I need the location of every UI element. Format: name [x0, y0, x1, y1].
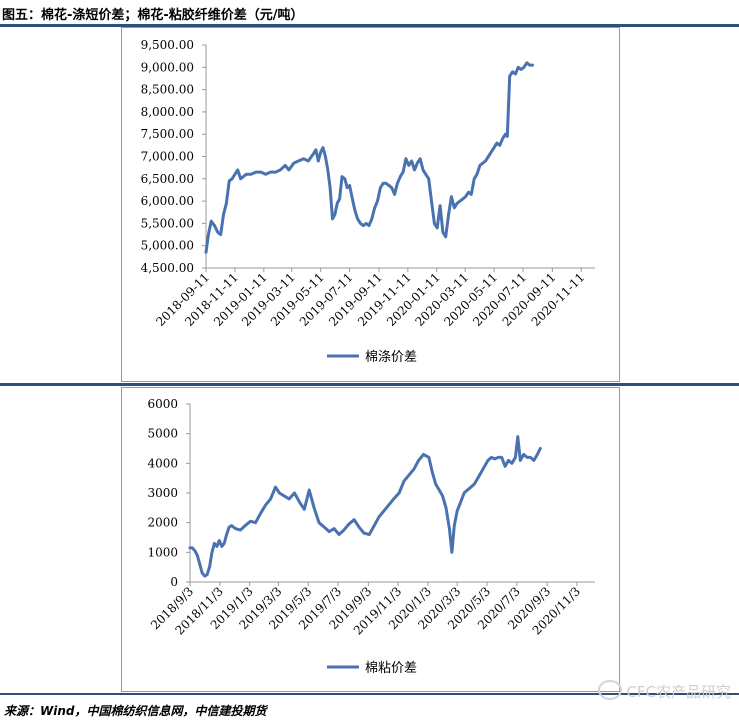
y-tick-label: 5,500.00 — [141, 216, 194, 230]
series-line — [204, 61, 534, 254]
header-rule — [0, 24, 739, 27]
y-tick-label: 4000 — [147, 456, 178, 470]
wechat-icon — [598, 680, 623, 700]
y-tick-label: 1000 — [147, 545, 178, 559]
y-tick-label: 0 — [170, 575, 178, 589]
chart-panel-cotton-viscose: 0 1000 2000 3000 4000 5000 6000 2018/9/3 2018/11… — [121, 387, 620, 692]
y-tick-label: 7,500.00 — [141, 127, 194, 141]
y-tick-label: 9,000.00 — [141, 60, 194, 74]
y-tick-label: 5000 — [147, 427, 178, 441]
y-tick-label: 4,500.00 — [141, 261, 194, 275]
footer-rule — [0, 693, 739, 695]
y-tick-label: 2000 — [147, 516, 178, 530]
y-tick-label: 8,000.00 — [141, 105, 194, 119]
watermark: CFC农产品研究 — [598, 680, 731, 702]
legend-label: 棉涤价差 — [365, 350, 417, 365]
y-tick-label: 6000 — [147, 397, 178, 411]
y-tick-label: 6,500.00 — [141, 172, 194, 186]
chart-cotton-polyester: 4,500.00 5,000.00 5,500.00 6,000.00 6,500.00… — [141, 38, 595, 365]
chart-panel-cotton-polyester: 4,500.00 5,000.00 5,500.00 6,000.00 6,500.00… — [121, 27, 620, 382]
figure-title: 图五：棉花-涤短价差；棉花-粘胶纤维价差（元/吨） — [2, 8, 304, 23]
y-tick-label: 7,000.00 — [141, 150, 194, 164]
figure-header: 图五：棉花-涤短价差；棉花-粘胶纤维价差（元/吨） — [0, 0, 739, 30]
legend-label: 棉粘价差 — [365, 661, 417, 676]
y-tick-label: 6,000.00 — [141, 194, 194, 208]
y-tick-label: 9,500.00 — [141, 38, 194, 52]
y-tick-label: 5,000.00 — [141, 239, 194, 253]
y-tick-label: 3000 — [147, 486, 178, 500]
watermark-text: CFC农产品研究 — [626, 683, 731, 701]
chart-cotton-viscose: 01000200030004000500060002018/9/32018/11… — [147, 397, 595, 676]
y-tick-label: 8,500.00 — [141, 83, 194, 97]
series-line — [188, 435, 542, 578]
middle-rule — [0, 383, 739, 386]
source-note: 来源：Wind，中国棉纺织信息网，中信建投期货 — [4, 704, 267, 718]
